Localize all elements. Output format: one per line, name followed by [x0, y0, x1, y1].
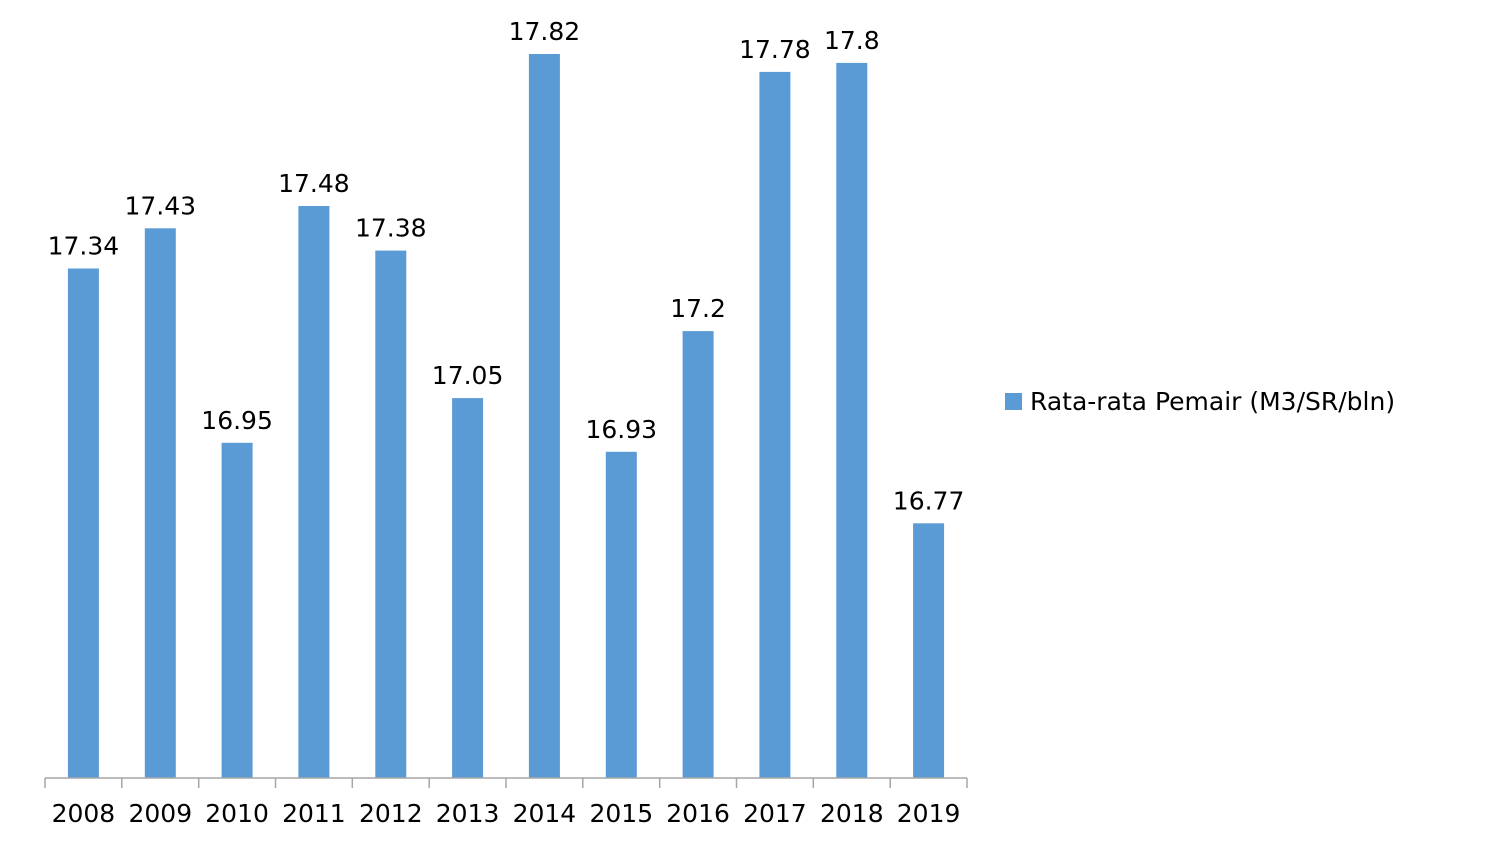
x-tick-label-2009: 2009: [128, 799, 192, 828]
legend-swatch: [1005, 393, 1022, 410]
data-label-2009: 17.43: [125, 191, 197, 220]
x-tick-label-2016: 2016: [666, 799, 730, 828]
bar-2012: [375, 250, 407, 779]
bar-2015: [605, 451, 637, 778]
bar-2011: [298, 206, 330, 778]
x-tick-label-2010: 2010: [205, 799, 269, 828]
data-label-2008: 17.34: [48, 232, 120, 261]
bar-2010: [221, 442, 253, 778]
data-label-2012: 17.38: [355, 214, 427, 243]
data-label-2019: 16.77: [893, 486, 965, 515]
data-label-2017: 17.78: [739, 35, 811, 64]
x-tick-label-2014: 2014: [513, 799, 577, 828]
x-tick-label-2011: 2011: [282, 799, 346, 828]
legend-label: Rata-rata Pemair (M3/SR/bln): [1030, 387, 1395, 416]
bar-2013: [452, 398, 484, 778]
data-label-2018: 17.8: [824, 26, 880, 55]
x-tick-label-2019: 2019: [897, 799, 961, 828]
x-tick-label-2012: 2012: [359, 799, 423, 828]
data-label-2014: 17.82: [509, 17, 581, 46]
data-label-2015: 16.93: [586, 415, 658, 444]
x-tick-label-2018: 2018: [820, 799, 884, 828]
bar-2019: [913, 523, 945, 778]
bar-2016: [682, 331, 714, 778]
data-label-2011: 17.48: [278, 169, 350, 198]
bar-2018: [836, 62, 868, 778]
bar-2009: [144, 228, 176, 779]
bar-2017: [759, 71, 791, 778]
data-label-2013: 17.05: [432, 361, 504, 390]
bars-layer: [67, 54, 945, 779]
bar-2014: [528, 54, 560, 778]
x-axis: 2008 2009 2010 2011 2012 2013 2014 2015 2016 2017…: [44, 777, 968, 828]
data-label-2016: 17.2: [670, 294, 726, 323]
x-tick-label-2008: 2008: [52, 799, 116, 828]
bar-2008: [67, 268, 99, 778]
x-tick-label-2013: 2013: [436, 799, 500, 828]
x-tick-label-2015: 2015: [589, 799, 653, 828]
x-tick-label-2017: 2017: [743, 799, 807, 828]
legend: Rata-rata Pemair (M3/SR/bln): [1005, 387, 1395, 416]
data-label-2010: 16.95: [201, 406, 273, 435]
